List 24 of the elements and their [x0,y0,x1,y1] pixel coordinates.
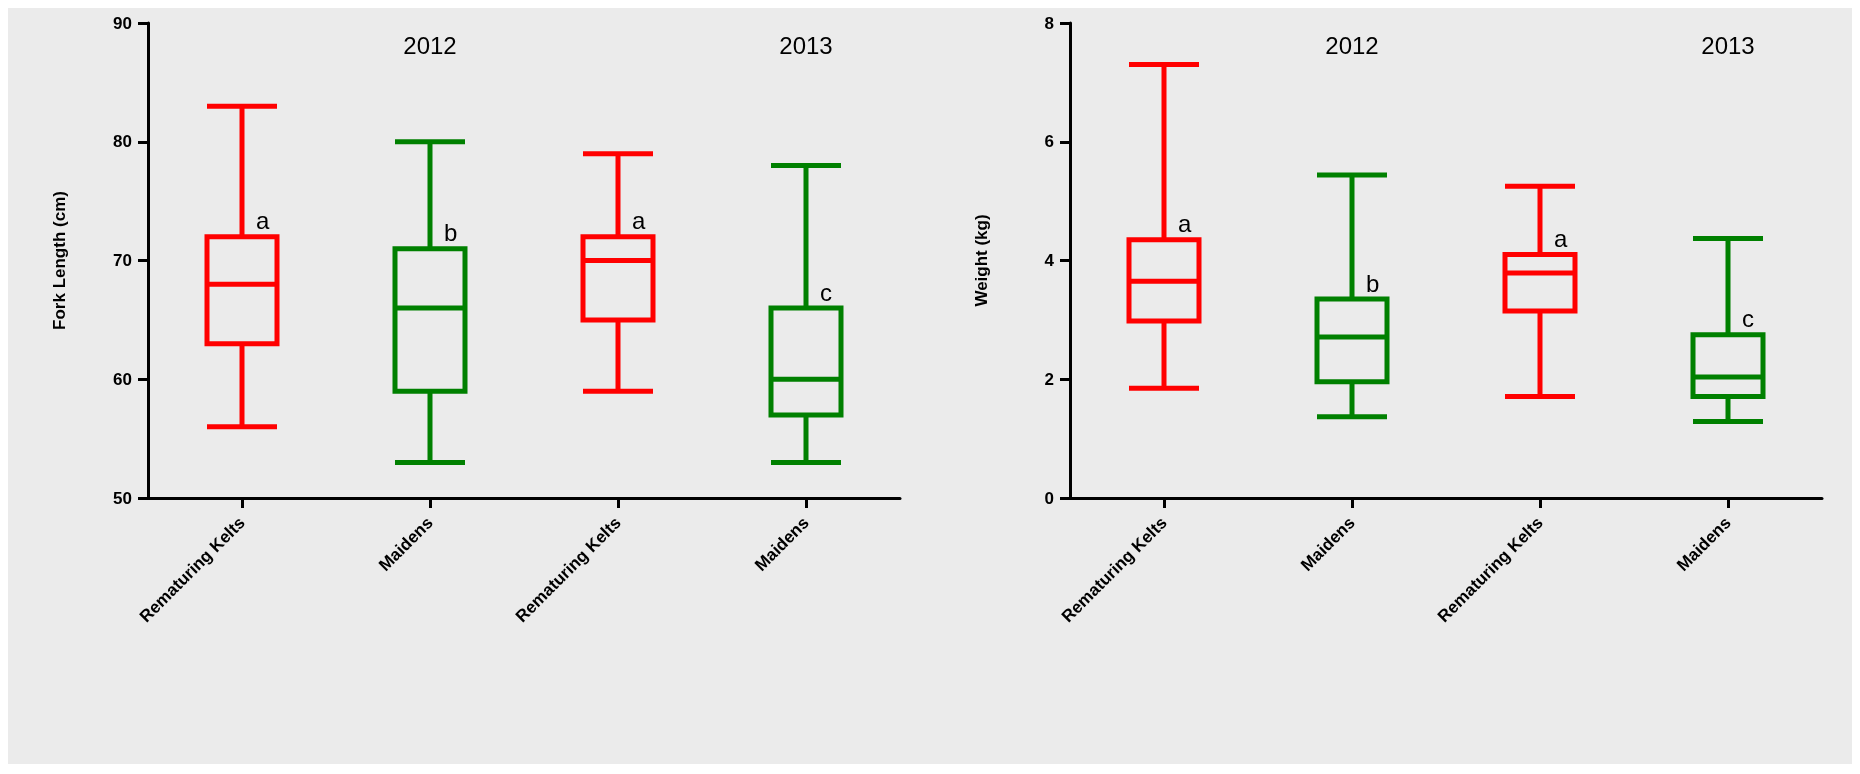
y-tick-label: 6 [1044,132,1054,152]
y-tick-label: 90 [113,13,132,33]
annotation: c [1742,305,1754,333]
annotation: a [1178,210,1192,238]
y-tick-label: 70 [113,251,132,270]
y-tick-label: 80 [113,132,132,152]
y-tick-label: 8 [1044,13,1054,33]
annotation: b [444,219,458,247]
annotation: c [820,278,832,306]
annotation: b [1366,269,1380,297]
y-axis-title: Fork Length (cm) [50,191,69,330]
annotation: a [632,207,646,235]
y-tick-label: 60 [113,369,132,389]
annotation: a [1554,225,1568,253]
annotation: 2012 [1325,31,1379,59]
annotation: 2012 [403,31,457,59]
annotation: 2013 [779,31,833,59]
annotation: a [256,207,270,235]
y-tick-label: 50 [113,488,132,508]
annotation: 2013 [1701,31,1755,59]
y-tick-label: 0 [1044,488,1054,508]
y-tick-label: 4 [1044,251,1055,270]
y-tick-label: 2 [1044,369,1054,389]
y-axis-title: Weight (kg) [972,214,991,307]
